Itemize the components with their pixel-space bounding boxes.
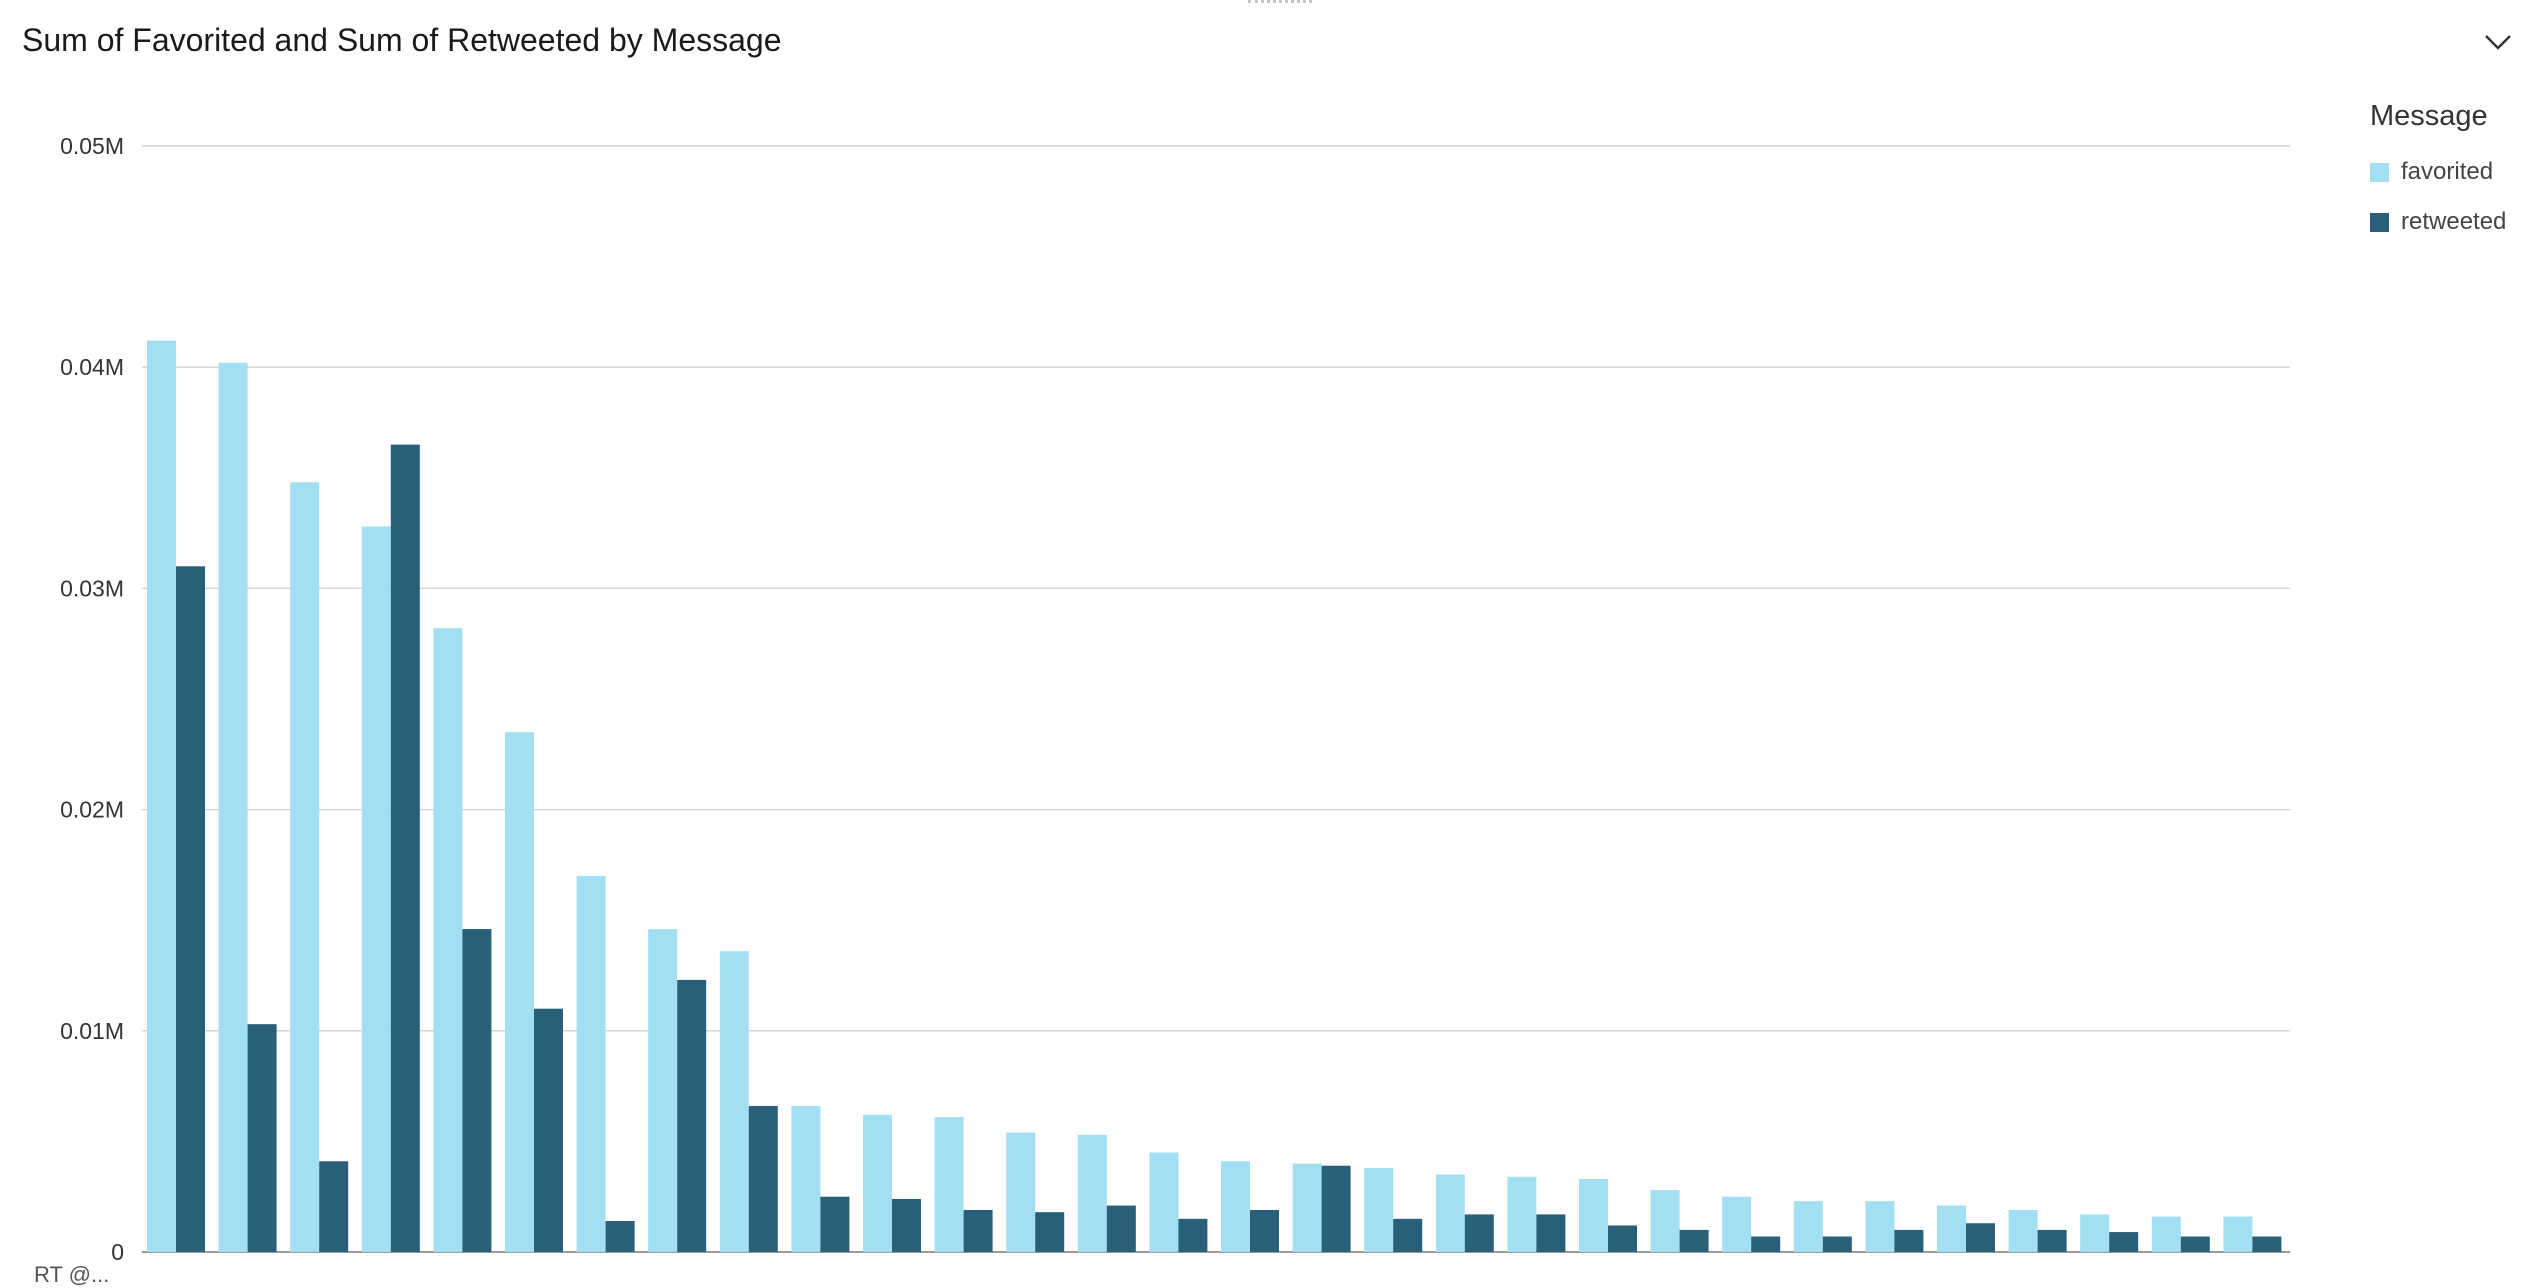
bar-favorited-19[interactable]: favorited: 3500 [1435, 1174, 1465, 1252]
bar-retweeted-22[interactable]: retweeted: 1000 [1679, 1229, 1709, 1252]
bar-retweeted-25[interactable]: retweeted: 1000 [1894, 1229, 1924, 1252]
chevron-down-icon[interactable] [2480, 24, 2516, 60]
bar-favorited-22[interactable]: favorited: 2800 [1650, 1190, 1680, 1252]
bar-favorited-7[interactable]: favorited: 17000 [576, 875, 606, 1252]
legend-swatch-retweeted [2370, 212, 2389, 232]
bar-favorited-9[interactable]: favorited: 13600 [719, 951, 749, 1252]
bar-retweeted-14[interactable]: retweeted: 2100 [1106, 1205, 1136, 1252]
bar-retweeted-17[interactable]: retweeted: 3900 [1321, 1165, 1351, 1252]
bar-retweeted-13[interactable]: retweeted: 1800 [1035, 1212, 1065, 1252]
bar-retweeted-28[interactable]: retweeted: 900 [2109, 1232, 2139, 1252]
y-tick-label: 0 [111, 1239, 124, 1265]
bar-retweeted-9[interactable]: retweeted: 6600 [748, 1106, 778, 1252]
bar-favorited-27[interactable]: favorited: 1900 [2008, 1209, 2038, 1252]
y-tick-label: 0.02M [60, 797, 124, 823]
bar-favorited-28[interactable]: favorited: 1700 [2080, 1214, 2110, 1252]
bars: favorited: 41200retweeted: 31000 favorite… [147, 340, 2282, 1252]
bar-retweeted-15[interactable]: retweeted: 1500 [1178, 1218, 1208, 1252]
legend-title: Message [2370, 100, 2488, 132]
bar-retweeted-3[interactable]: retweeted: 4100 [319, 1161, 349, 1252]
bar-favorited-11[interactable]: favorited: 6200 [863, 1114, 892, 1252]
y-tick-label: 0.03M [60, 575, 124, 601]
bar-favorited-20[interactable]: favorited: 3400 [1507, 1176, 1537, 1252]
chart-title: Sum of Favorited and Sum of Retweeted by… [22, 22, 782, 58]
bar-retweeted-20[interactable]: retweeted: 1700 [1536, 1214, 1566, 1252]
bar-retweeted-21[interactable]: retweeted: 1200 [1608, 1225, 1637, 1252]
legend-label-retweeted: retweeted [2401, 208, 2507, 235]
bar-favorited-23[interactable]: favorited: 2500 [1722, 1196, 1752, 1252]
bar-favorited-1[interactable]: favorited: 41200 [147, 340, 176, 1252]
bar-favorited-14[interactable]: favorited: 5300 [1077, 1134, 1107, 1252]
bar-favorited-15[interactable]: favorited: 4500 [1149, 1152, 1179, 1252]
bar-retweeted-19[interactable]: retweeted: 1700 [1464, 1214, 1494, 1252]
bar-retweeted-18[interactable]: retweeted: 1500 [1393, 1218, 1423, 1252]
bar-favorited-13[interactable]: favorited: 5400 [1006, 1132, 1036, 1252]
x-axis-cut-label: RT @... [34, 1262, 110, 1287]
bar-retweeted-7[interactable]: retweeted: 1400 [605, 1221, 635, 1252]
bar-retweeted-30[interactable]: retweeted: 700 [2252, 1236, 2282, 1252]
bar-retweeted-23[interactable]: retweeted: 700 [1751, 1236, 1781, 1252]
bar-retweeted-4[interactable]: retweeted: 36500 [390, 444, 420, 1252]
legend-item-retweeted[interactable]: retweeted [2370, 208, 2530, 235]
bar-retweeted-16[interactable]: retweeted: 1900 [1250, 1209, 1279, 1252]
bar-favorited-5[interactable]: favorited: 28200 [433, 628, 463, 1252]
bar-favorited-18[interactable]: favorited: 3800 [1364, 1167, 1394, 1252]
bar-retweeted-12[interactable]: retweeted: 1900 [963, 1209, 993, 1252]
bar-retweeted-1[interactable]: retweeted: 31000 [176, 566, 205, 1252]
bar-favorited-24[interactable]: favorited: 2300 [1793, 1201, 1823, 1252]
legend-swatch-favorited [2370, 162, 2389, 182]
bar-favorited-6[interactable]: favorited: 23500 [505, 732, 534, 1252]
bar-retweeted-26[interactable]: retweeted: 1300 [1966, 1223, 1995, 1252]
bar-favorited-17[interactable]: favorited: 4000 [1292, 1163, 1322, 1252]
bar-favorited-29[interactable]: favorited: 1600 [2151, 1216, 2181, 1252]
bar-retweeted-2[interactable]: retweeted: 10300 [247, 1024, 277, 1252]
y-tick-label: 0.04M [60, 354, 124, 380]
y-tick-label: 0.05M [60, 133, 124, 159]
legend: Message favorited retweeted [2370, 100, 2530, 259]
bar-favorited-25[interactable]: favorited: 2300 [1865, 1201, 1895, 1252]
bar-retweeted-27[interactable]: retweeted: 1000 [2037, 1229, 2067, 1252]
bar-favorited-2[interactable]: favorited: 40200 [218, 362, 248, 1252]
bar-retweeted-29[interactable]: retweeted: 700 [2180, 1236, 2210, 1252]
legend-label-favorited: favorited [2401, 158, 2494, 185]
bar-retweeted-10[interactable]: retweeted: 2500 [820, 1196, 850, 1252]
bar-favorited-8[interactable]: favorited: 14600 [648, 929, 678, 1252]
legend-item-favorited[interactable]: favorited [2370, 158, 2530, 185]
bar-favorited-30[interactable]: favorited: 1600 [2223, 1216, 2253, 1252]
bar-favorited-4[interactable]: favorited: 32800 [361, 526, 391, 1252]
bar-retweeted-5[interactable]: retweeted: 14600 [462, 929, 492, 1252]
bar-retweeted-8[interactable]: retweeted: 12300 [677, 979, 707, 1252]
y-axis: 0 0.01M 0.02M 0.03M 0.04M 0.05M [60, 133, 124, 1265]
bar-favorited-3[interactable]: favorited: 34800 [290, 482, 320, 1252]
bar-favorited-16[interactable]: favorited: 4100 [1221, 1161, 1250, 1252]
grid-lines [142, 145, 2290, 1253]
bar-retweeted-11[interactable]: retweeted: 2400 [892, 1198, 921, 1252]
bar-favorited-10[interactable]: favorited: 6600 [791, 1106, 821, 1252]
panel-drag-handle[interactable] [1248, 0, 1312, 9]
bar-favorited-21[interactable]: favorited: 3300 [1579, 1179, 1608, 1252]
bar-retweeted-6[interactable]: retweeted: 11000 [534, 1008, 563, 1252]
bar-retweeted-24[interactable]: retweeted: 700 [1822, 1236, 1852, 1252]
bar-favorited-26[interactable]: favorited: 2100 [1937, 1205, 1966, 1252]
y-tick-label: 0.01M [60, 1018, 124, 1044]
bar-favorited-12[interactable]: favorited: 6100 [934, 1117, 964, 1252]
